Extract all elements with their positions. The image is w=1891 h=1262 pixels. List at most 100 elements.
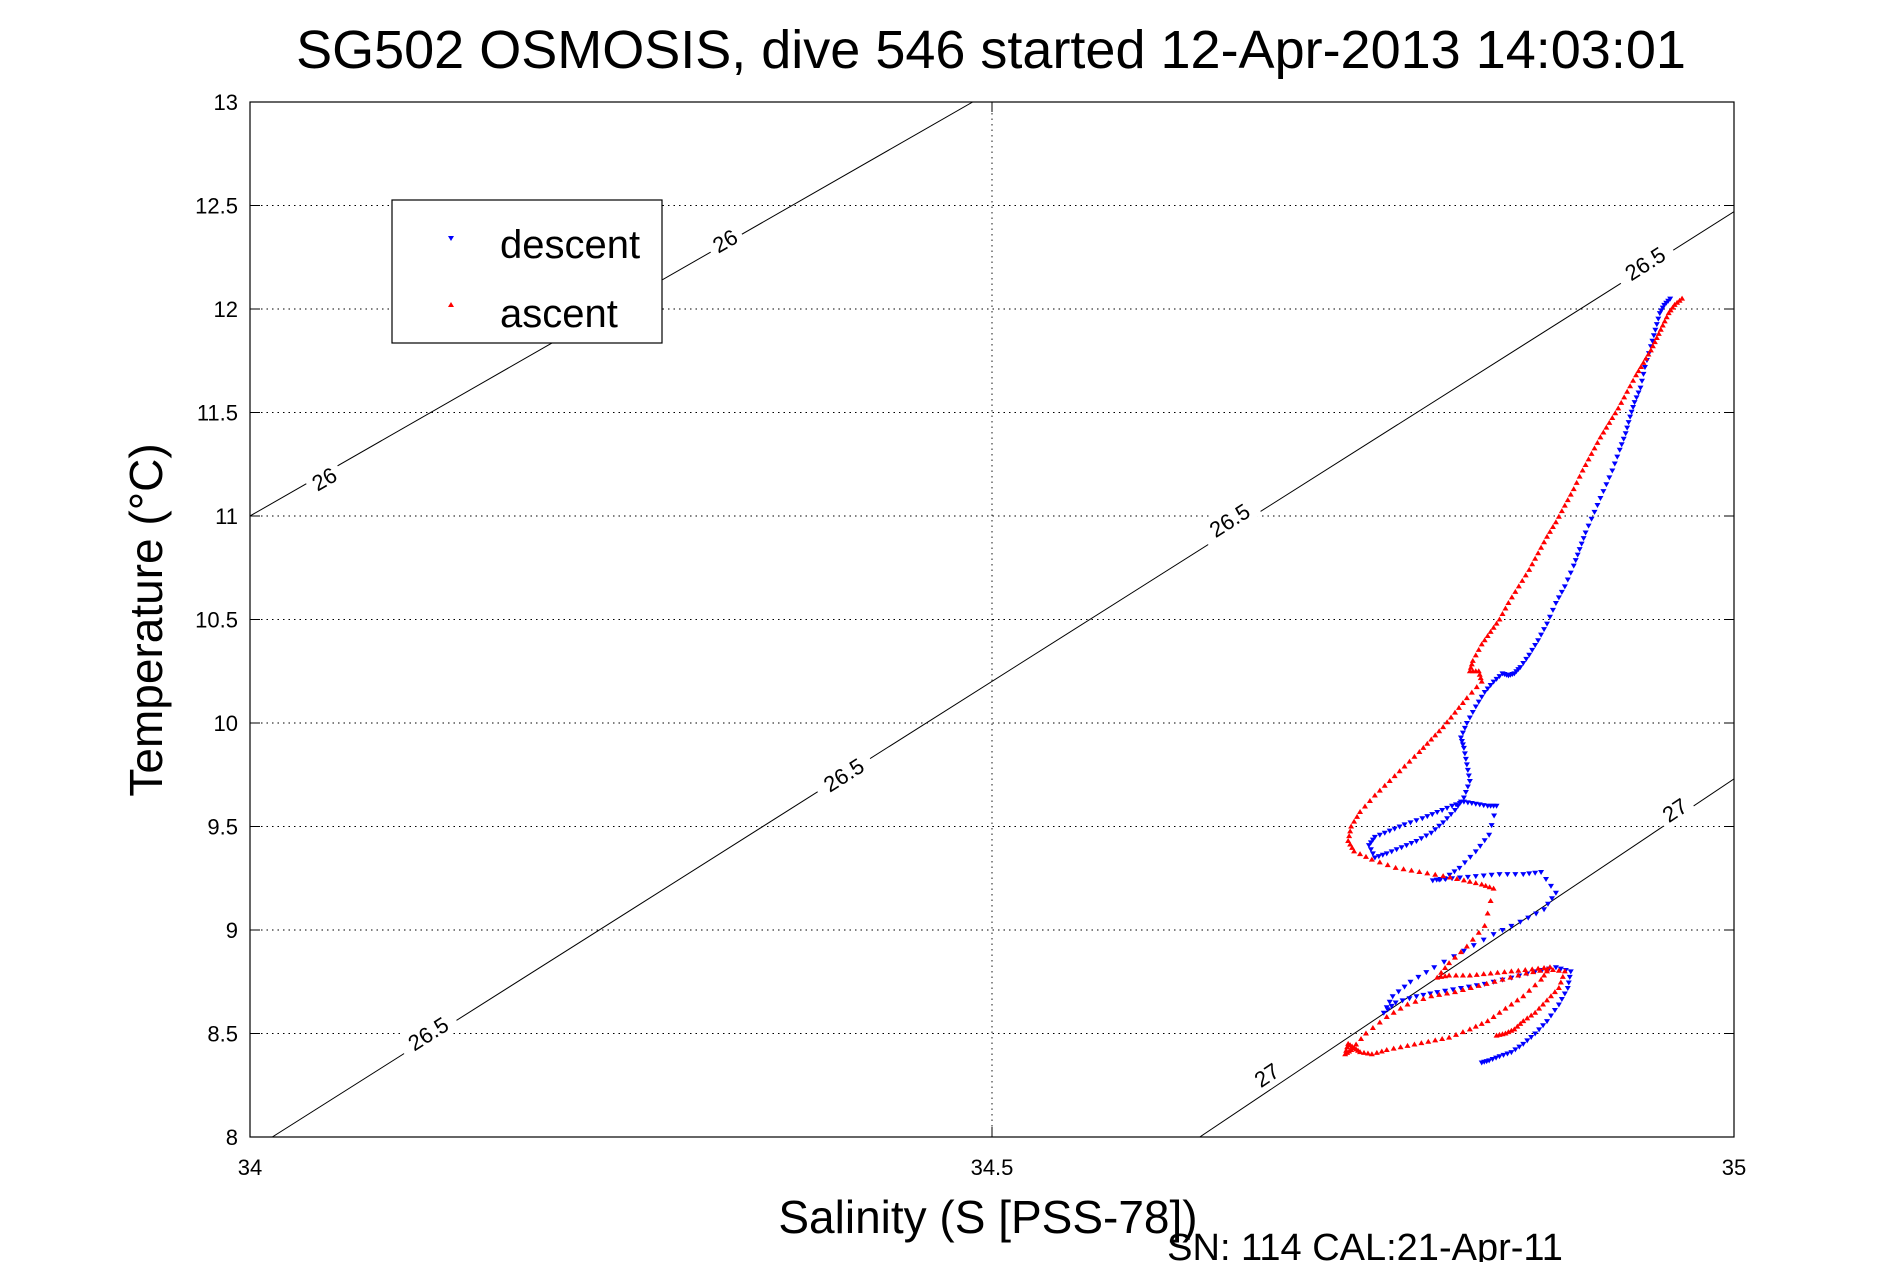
ascent-point xyxy=(1383,1013,1390,1019)
descent-point xyxy=(1393,847,1400,853)
descent-point xyxy=(1413,838,1420,844)
descent-point xyxy=(1541,907,1548,913)
descent-point xyxy=(1419,816,1426,822)
descent-point xyxy=(1627,414,1634,420)
ascent-point xyxy=(1386,777,1393,783)
descent-point xyxy=(1557,966,1564,972)
ascent-point xyxy=(1446,960,1453,966)
descent-point xyxy=(1561,584,1568,590)
ascent-point xyxy=(1529,561,1536,567)
descent-point xyxy=(1478,694,1485,700)
descent-point xyxy=(1432,827,1439,833)
ascent-point xyxy=(1406,758,1413,764)
descent-point xyxy=(1526,871,1533,877)
descent-point xyxy=(1564,985,1571,991)
descent-point xyxy=(1540,1023,1547,1029)
descent-point xyxy=(1516,1044,1523,1050)
ascent-point xyxy=(1517,1020,1524,1026)
ascent-point xyxy=(1353,1041,1360,1047)
descent-point xyxy=(1547,883,1554,889)
ascent-point xyxy=(1424,870,1431,876)
ascent-point xyxy=(1481,637,1488,643)
descent-point xyxy=(1656,311,1663,317)
descent-point xyxy=(1499,671,1506,677)
descent-point xyxy=(1618,442,1625,448)
ascent-point xyxy=(1346,833,1353,839)
x-axis-ticks: 34 34.5 35 xyxy=(238,102,1746,1180)
ascent-point xyxy=(1436,728,1443,734)
ascent-point xyxy=(1561,968,1568,974)
ascent-point xyxy=(1400,866,1407,872)
ascent-point xyxy=(1558,508,1565,514)
descent-point xyxy=(1508,1050,1515,1056)
ascent-point xyxy=(1425,1038,1432,1044)
ascent-point xyxy=(1530,969,1537,975)
x-tick-label: 34.5 xyxy=(971,1155,1014,1180)
descent-point xyxy=(1379,852,1386,858)
descent-point xyxy=(1475,699,1482,705)
descent-point xyxy=(1565,980,1572,986)
legend-ascent-label: ascent xyxy=(500,292,618,336)
descent-point xyxy=(1487,683,1494,689)
descent-point xyxy=(1538,632,1545,638)
descent-point xyxy=(1489,1057,1496,1063)
ascent-point xyxy=(1484,910,1491,916)
descent-point xyxy=(1463,762,1470,768)
descent-point xyxy=(1570,563,1577,569)
descent-point xyxy=(1496,1054,1503,1060)
descent-point xyxy=(1538,870,1545,876)
descent-point xyxy=(1549,607,1556,613)
ascent-point xyxy=(1428,993,1435,999)
ascent-point xyxy=(1519,577,1526,583)
descent-point xyxy=(1650,333,1657,339)
ascent-point xyxy=(1483,980,1490,986)
descent-point xyxy=(1403,843,1410,849)
ascent-point xyxy=(1494,969,1501,975)
ascent-point xyxy=(1490,624,1497,630)
ascent-point xyxy=(1540,1001,1547,1007)
ascent-point xyxy=(1653,334,1660,340)
descent-point xyxy=(1388,1003,1395,1009)
descent-point xyxy=(1398,845,1405,851)
y-tick-label: 9 xyxy=(226,918,238,943)
ascent-point xyxy=(1459,699,1466,705)
descent-point xyxy=(1552,600,1559,606)
ascent-point xyxy=(1357,809,1364,815)
descent-point xyxy=(1500,1052,1507,1058)
descent-point xyxy=(1637,385,1644,391)
ascent-point xyxy=(1345,837,1352,843)
ascent-point xyxy=(1432,732,1439,738)
descent-point xyxy=(1458,738,1465,744)
descent-point xyxy=(1371,834,1378,840)
descent-point xyxy=(1661,302,1668,308)
ascent-point xyxy=(1532,982,1539,988)
data-points xyxy=(1342,295,1686,1066)
descent-point xyxy=(1625,420,1632,426)
ascent-point xyxy=(1537,967,1544,973)
ascent-point xyxy=(1665,310,1672,316)
ascent-point xyxy=(1351,818,1358,824)
ascent-point xyxy=(1348,823,1355,829)
descent-point xyxy=(1439,807,1446,813)
ascent-point xyxy=(1635,368,1642,374)
descent-point xyxy=(1465,773,1472,779)
ascent-point xyxy=(1642,355,1649,361)
y-axis-label: Temperature (°C) xyxy=(120,443,172,796)
ascent-point xyxy=(1559,973,1566,979)
ascent-point xyxy=(1496,616,1503,622)
ascent-point xyxy=(1600,429,1607,435)
ascent-point xyxy=(1432,1037,1439,1043)
descent-point xyxy=(1392,1000,1399,1006)
descent-point xyxy=(1520,660,1527,666)
ascent-point xyxy=(1408,867,1415,873)
ascent-point xyxy=(1585,456,1592,462)
ascent-point xyxy=(1390,1045,1397,1051)
ascent-point xyxy=(1424,740,1431,746)
descent-point xyxy=(1567,570,1574,576)
ascent-point xyxy=(1624,388,1631,394)
ascent-point xyxy=(1561,502,1568,508)
descent-point xyxy=(1424,814,1431,820)
ascent-point xyxy=(1478,641,1485,647)
ascent-point xyxy=(1508,1027,1515,1033)
ascent-point xyxy=(1473,684,1480,690)
